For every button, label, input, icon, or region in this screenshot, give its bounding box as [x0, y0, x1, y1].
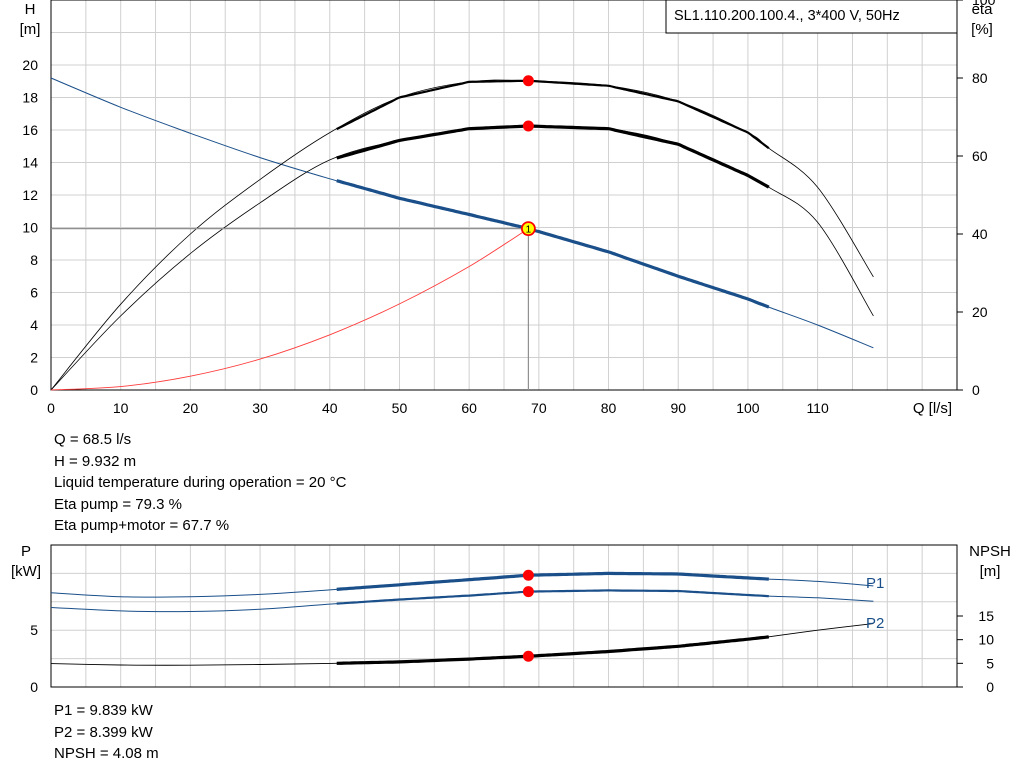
main-chart-frame: [50, 0, 958, 391]
main-chart-ticks: 0 10 20 30 40 50 60 70 80 90 100 110024681012141618…: [22, 0, 996, 416]
curve-eta-pump-motor: [50, 125, 874, 391]
npsh-tick-label: 15: [978, 608, 994, 624]
x-tick-label: 110: [806, 400, 829, 416]
p1-series-label: P1: [866, 575, 884, 592]
x-tick-label: 0: [47, 400, 55, 416]
x-tick-label: 50: [392, 400, 408, 416]
curve-p2-operating-range: [336, 589, 769, 605]
npsh-tick-label: 10: [978, 632, 994, 648]
npsh-tick-label: 5: [986, 655, 994, 671]
eta-axis-unit: [%]: [971, 21, 993, 38]
eta-tick-label: 80: [972, 70, 988, 86]
title-box: [665, 0, 958, 34]
power-point-info: P1 = 9.839 kW P2 = 8.399 kW NPSH = 4.08 …: [54, 700, 159, 765]
h-tick-label: 4: [30, 317, 38, 333]
eta-tick-label: 100: [972, 0, 996, 8]
power-chart-ticks: 0 5 0 5 10 15: [30, 608, 994, 695]
h-axis-label: H: [25, 1, 36, 18]
h-tick-label: 12: [22, 187, 38, 203]
x-tick-label: 90: [670, 400, 686, 416]
p2-marker: [522, 586, 534, 598]
p2-series-label: P2: [866, 615, 884, 632]
npsh-axis-unit: [m]: [980, 563, 1001, 580]
h-tick-label: 2: [30, 350, 38, 366]
p-tick-label: 0: [30, 679, 38, 695]
h-axis-unit: [m]: [20, 21, 41, 38]
eta-pump-motor-marker: [522, 120, 534, 132]
operating-point-marker: [520, 221, 536, 237]
x-tick-label: 70: [531, 400, 547, 416]
info-eta-pump-motor: Eta pump+motor = 67.7 %: [54, 517, 230, 534]
operating-point-label: 1: [526, 225, 532, 236]
power-chart-markers: [522, 569, 534, 662]
curve-system: [50, 228, 529, 391]
h-tick-label: 0: [30, 382, 38, 398]
power-chart-grid: [50, 544, 957, 688]
p-axis-unit: [kW]: [11, 563, 41, 580]
eta-axis-label: eta: [972, 1, 994, 18]
p-tick-label: 5: [30, 622, 38, 638]
x-tick-label: 100: [736, 400, 760, 416]
curve-h-operating-range: [336, 179, 770, 309]
curve-eta-pump-operating-range: [336, 79, 770, 150]
q-axis-label: Q [l/s]: [913, 400, 952, 417]
curve-p1-operating-range: [336, 571, 769, 591]
info-flow: Q = 68.5 l/s: [54, 431, 132, 448]
h-tick-label: 18: [22, 90, 38, 106]
p1-marker: [522, 569, 534, 581]
info-head: H = 9.932 m: [54, 452, 137, 470]
h-tick-label: 14: [22, 155, 38, 171]
chart-title: SL1.110.200.100.4., 3*400 V, 50Hz: [674, 8, 900, 24]
h-tick-label: 8: [30, 252, 38, 268]
main-chart-series: [50, 77, 874, 391]
h-tick-label: 6: [30, 285, 38, 301]
eta-tick-label: 20: [972, 304, 988, 320]
curve-p2: [50, 589, 874, 613]
curve-eta-pump-motor-operating-range: [336, 124, 770, 189]
curve-eta-pump: [50, 79, 874, 391]
info-eta-pump: Eta pump = 79.3 %: [54, 495, 182, 513]
eta-tick-label: 60: [972, 148, 988, 164]
npsh-tick-label: 0: [986, 679, 994, 695]
eta-pump-marker: [522, 75, 534, 87]
curve-npsh-operating-range: [336, 635, 770, 665]
h-tick-label: 10: [22, 220, 38, 236]
p-axis-label: P: [21, 543, 31, 560]
info-temperature: Liquid temperature during operation = 20…: [54, 474, 347, 491]
eta-tick-label: 40: [972, 226, 988, 242]
main-chart-grid: [50, 0, 957, 391]
npsh-axis-label: NPSH: [969, 543, 1011, 560]
eta-tick-label: 0: [972, 382, 980, 398]
info-p1: P1 = 9.839 kW: [54, 702, 153, 719]
main-chart-markers: 1: [51, 75, 536, 390]
h-tick-label: 16: [22, 122, 38, 138]
info-npsh: NPSH = 4.08 m: [54, 745, 159, 762]
x-tick-label: 80: [601, 400, 617, 416]
x-tick-label: 40: [322, 400, 338, 416]
x-tick-label: 10: [113, 400, 129, 416]
h-tick-label: 20: [22, 57, 38, 73]
operating-point-info: Q = 68.5 l/s H = 9.932 m Liquid temperat…: [54, 429, 346, 537]
power-chart-series: [50, 571, 874, 666]
npsh-marker: [522, 650, 534, 662]
x-tick-label: 20: [183, 400, 199, 416]
x-tick-label: 60: [461, 400, 477, 416]
info-p2: P2 = 8.399 kW: [54, 723, 153, 741]
x-tick-label: 30: [252, 400, 268, 416]
